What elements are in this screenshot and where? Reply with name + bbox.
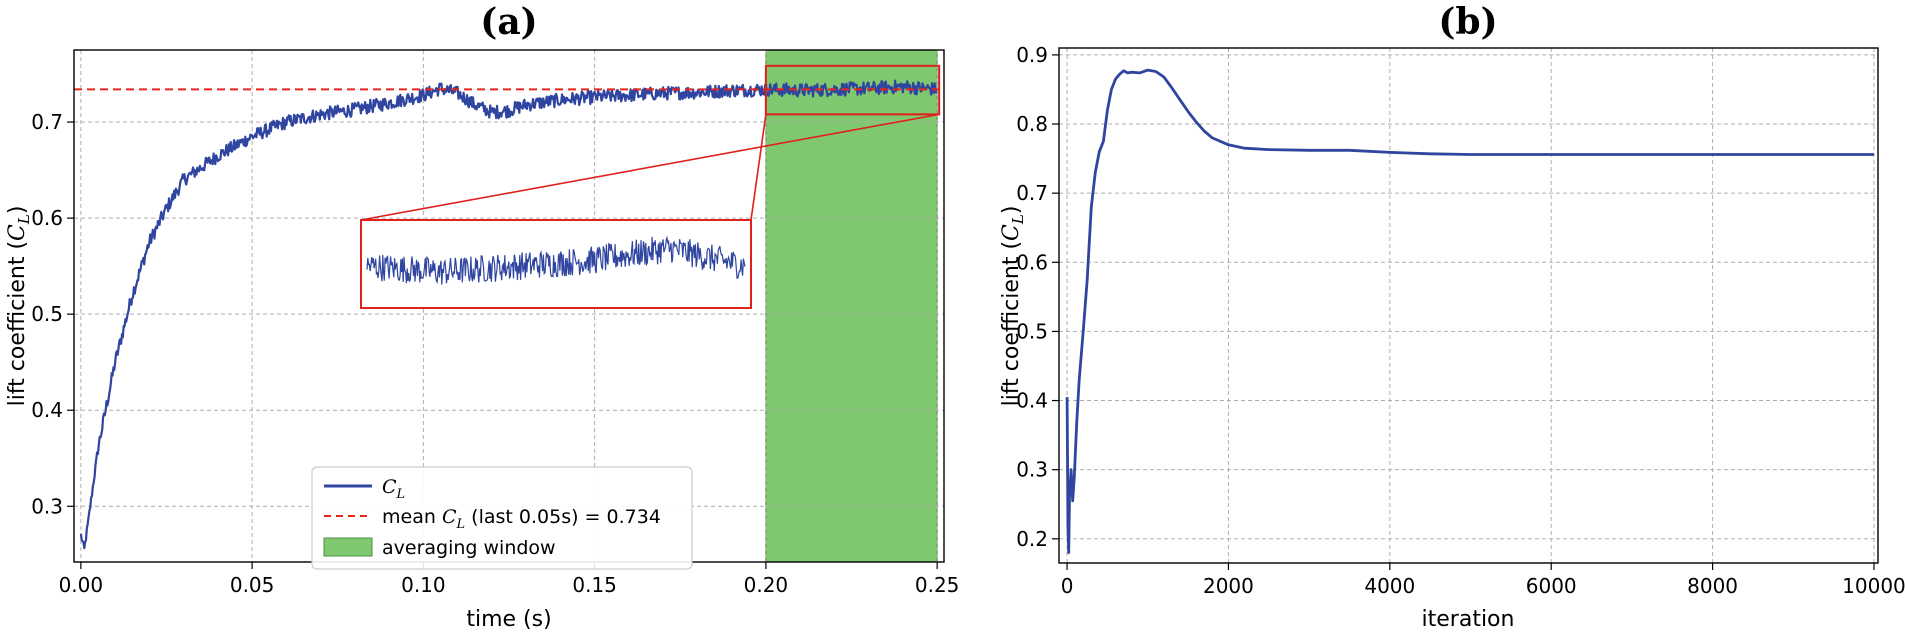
panel-b-y-tick-label: 0.6 [1016,250,1048,274]
panel-b-x-tick-label: 4000 [1364,574,1415,598]
panel-a-x-ticks: 0.00 0.05 0.10 0.15 0.20 0.25 [59,562,960,597]
panel-a-x-tick-label: 0.10 [401,573,446,597]
panel-b-y-label: lift coefficient (CL) [999,206,1027,407]
panel-a-x-tick-label: 0.05 [230,573,275,597]
legend: CL mean CL (last 0.05s) = 0.734 averagin… [311,466,693,570]
zoom-inset [360,64,941,309]
panel-b-y-tick-label: 0.9 [1016,43,1048,67]
panel-a-x-tick-label: 0.15 [572,573,617,597]
panel-b-y-tick-label: 0.4 [1016,389,1048,413]
panel-a-y-label: lift coefficient (CL) [5,206,33,407]
panel-a-y-tick-label: 0.6 [31,206,63,230]
panel-a-y-tick-label: 0.5 [31,302,63,326]
legend-label-cl: CL [382,476,405,502]
panel-a-x-tick-label: 0.00 [59,573,104,597]
panel-a-cl-line [79,79,938,550]
panel-b-title: (b) [1438,1,1497,43]
zoom-inset-signal [366,235,746,285]
zoom-connector-line [750,114,767,221]
panel-b-y-ticks: 0.2 0.3 0.4 0.5 0.6 0.7 0.8 0.9 [1016,43,1059,551]
legend-label-window: averaging window [382,537,556,559]
panel-a-x-label: time (s) [466,607,551,632]
panel-b-y-tick-label: 0.3 [1016,458,1048,482]
panel-b-cl-series [1065,68,1874,554]
panel-b-y-tick-label: 0.8 [1016,112,1048,136]
averaging-window-band [765,49,938,563]
panel-b-frame [1058,47,1879,564]
panel-b-x-tick-label: 0 [1061,574,1074,598]
legend-patch-swatch [323,537,373,557]
panel-b-x-tick-label: 10000 [1842,574,1905,598]
panel-b-x-tick-label: 2000 [1203,574,1254,598]
panel-b-y-tick-label: 0.2 [1016,527,1048,551]
chart-panel-a: (a) 0.00 0.05 0.10 0.15 0.20 0.25 0.30.40.50.… [5,1,959,632]
panel-b-x-tick-label: 6000 [1526,574,1577,598]
panel-a-cl-series [79,79,938,550]
panel-a-y-tick-label: 0.7 [31,110,63,134]
panel-b-x-ticks: 0 2000 4000 6000 8000 10000 [1061,563,1905,598]
panel-a-y-ticks: 0.3 0.4 0.5 0.6 0.7 [31,110,74,518]
zoom-source-box [764,64,941,116]
panel-b-x-label: iteration [1422,607,1515,632]
legend-box [311,466,693,570]
chart-panel-b: (b) 0 2000 4000 6000 8000 10000 0.20.30.40.50… [999,1,1905,632]
panel-a-x-tick-label: 0.25 [915,573,960,597]
panel-a-x-tick-label: 0.20 [744,573,789,597]
averaging-window-rect [765,49,938,563]
zoom-connector-line [360,113,940,221]
panel-b-cl-line [1065,68,1874,554]
panel-b-x-tick-label: 8000 [1687,574,1738,598]
panel-a-y-tick-label: 0.4 [31,398,63,422]
legend-label-mean: mean CL (last 0.05s) = 0.734 [382,506,661,532]
panel-b-grid [1059,48,1878,563]
panel-a-y-tick-label: 0.3 [31,494,63,518]
panel-b-y-tick-label: 0.7 [1016,181,1048,205]
panel-a-title: (a) [480,1,537,43]
panel-b-y-tick-label: 0.5 [1016,319,1048,343]
